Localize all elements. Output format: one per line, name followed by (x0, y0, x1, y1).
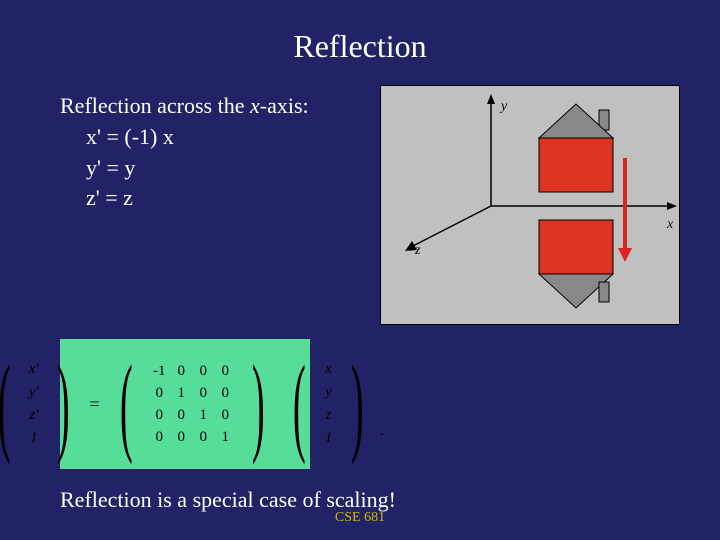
matrix-equation: (x'y'z'1)=(-1000010000100001)(xyz1). (60, 339, 310, 469)
footer: CSE 681 (0, 510, 720, 526)
svg-text:z: z (414, 243, 421, 258)
diagram-svg: y x z (381, 86, 681, 326)
eq3: z' = z (86, 183, 380, 214)
slide-title: Reflection (0, 0, 720, 65)
content-row: Reflection across the x-axis: x' = (-1) … (0, 65, 720, 325)
eq2: y' = y (86, 153, 380, 184)
line1-pre: Reflection across the (60, 93, 250, 118)
eq1: x' = (-1) x (86, 122, 380, 153)
line1-axis: x (250, 93, 260, 118)
line1-post: -axis: (260, 93, 309, 118)
line1: Reflection across the x-axis: (60, 91, 380, 122)
svg-text:x: x (666, 217, 674, 232)
svg-text:y: y (499, 99, 508, 114)
text-block: Reflection across the x-axis: x' = (-1) … (60, 85, 380, 325)
reflection-diagram: y x z (380, 85, 680, 325)
